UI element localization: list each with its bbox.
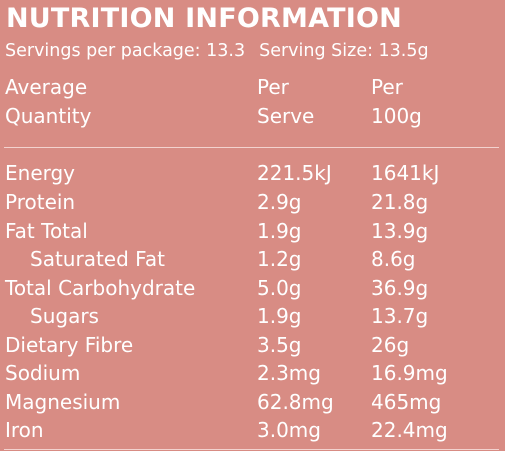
per-100g-value: 16.9mg [371,361,448,385]
per-serve-value: 2.3mg [257,361,321,385]
bottom-divider [4,449,499,450]
header-quantity: Quantity [5,104,92,128]
per-100g-value: 13.7g [371,304,429,328]
per-100g-value: 1641kJ [371,161,440,185]
serving-info: Servings per package: 13.3 Serving Size: … [5,38,429,64]
per-100g-value: 36.9g [371,276,429,300]
nutrient-row-dietary-fibre: Dietary Fibre 3.5g 26g [0,331,505,360]
per-100g-value: 465mg [371,390,442,414]
per-serve-value: 3.5g [257,333,302,357]
nutrient-row-iron: Iron 3.0mg 22.4mg [0,416,505,445]
header-divider [4,147,499,148]
nutrient-name: Saturated Fat [30,247,165,271]
nutrient-name: Sodium [5,361,81,385]
nutrient-row-energy: Energy 221.5kJ 1641kJ [0,159,505,188]
nutrient-name: Dietary Fibre [5,333,134,357]
per-100g-value: 22.4mg [371,418,448,442]
per-serve-value: 1.9g [257,304,302,328]
per-100g-value: 21.8g [371,190,429,214]
per-serve-value: 221.5kJ [257,161,332,185]
per-serve-value: 1.2g [257,247,302,271]
nutrient-name: Magnesium [5,390,121,414]
header-per-100g-line1: Per [371,75,403,99]
per-serve-value: 2.9g [257,190,302,214]
per-100g-value: 26g [371,333,410,357]
nutrient-name: Total Carbohydrate [5,276,196,300]
nutrient-row-protein: Protein 2.9g 21.8g [0,188,505,217]
header-per-serve-line2: Serve [257,104,315,128]
nutrient-row-saturated-fat: Saturated Fat 1.2g 8.6g [0,245,505,274]
nutrient-name: Energy [5,161,76,185]
header-per-serve-line1: Per [257,75,289,99]
nutrient-name: Protein [5,190,76,214]
nutrient-name: Sugars [30,304,99,328]
serving-size: Serving Size: 13.5g [259,41,429,61]
per-100g-value: 8.6g [371,247,416,271]
nutrient-name: Fat Total [5,219,88,243]
nutrient-name: Iron [5,418,44,442]
per-serve-value: 5.0g [257,276,302,300]
header-average: Average [5,75,88,99]
nutrient-row-magnesium: Magnesium 62.8mg 465mg [0,388,505,417]
nutrient-row-fat-total: Fat Total 1.9g 13.9g [0,217,505,246]
panel-title: NUTRITION INFORMATION [6,3,402,34]
nutrient-row-sodium: Sodium 2.3mg 16.9mg [0,359,505,388]
servings-per-package: Servings per package: 13.3 [5,41,246,61]
per-serve-value: 1.9g [257,219,302,243]
header-per-100g-line2: 100g [371,104,422,128]
nutrient-row-sugars: Sugars 1.9g 13.7g [0,302,505,331]
per-100g-value: 13.9g [371,219,429,243]
per-serve-value: 3.0mg [257,418,321,442]
nutrient-row-total-carbohydrate: Total Carbohydrate 5.0g 36.9g [0,274,505,303]
per-serve-value: 62.8mg [257,390,334,414]
